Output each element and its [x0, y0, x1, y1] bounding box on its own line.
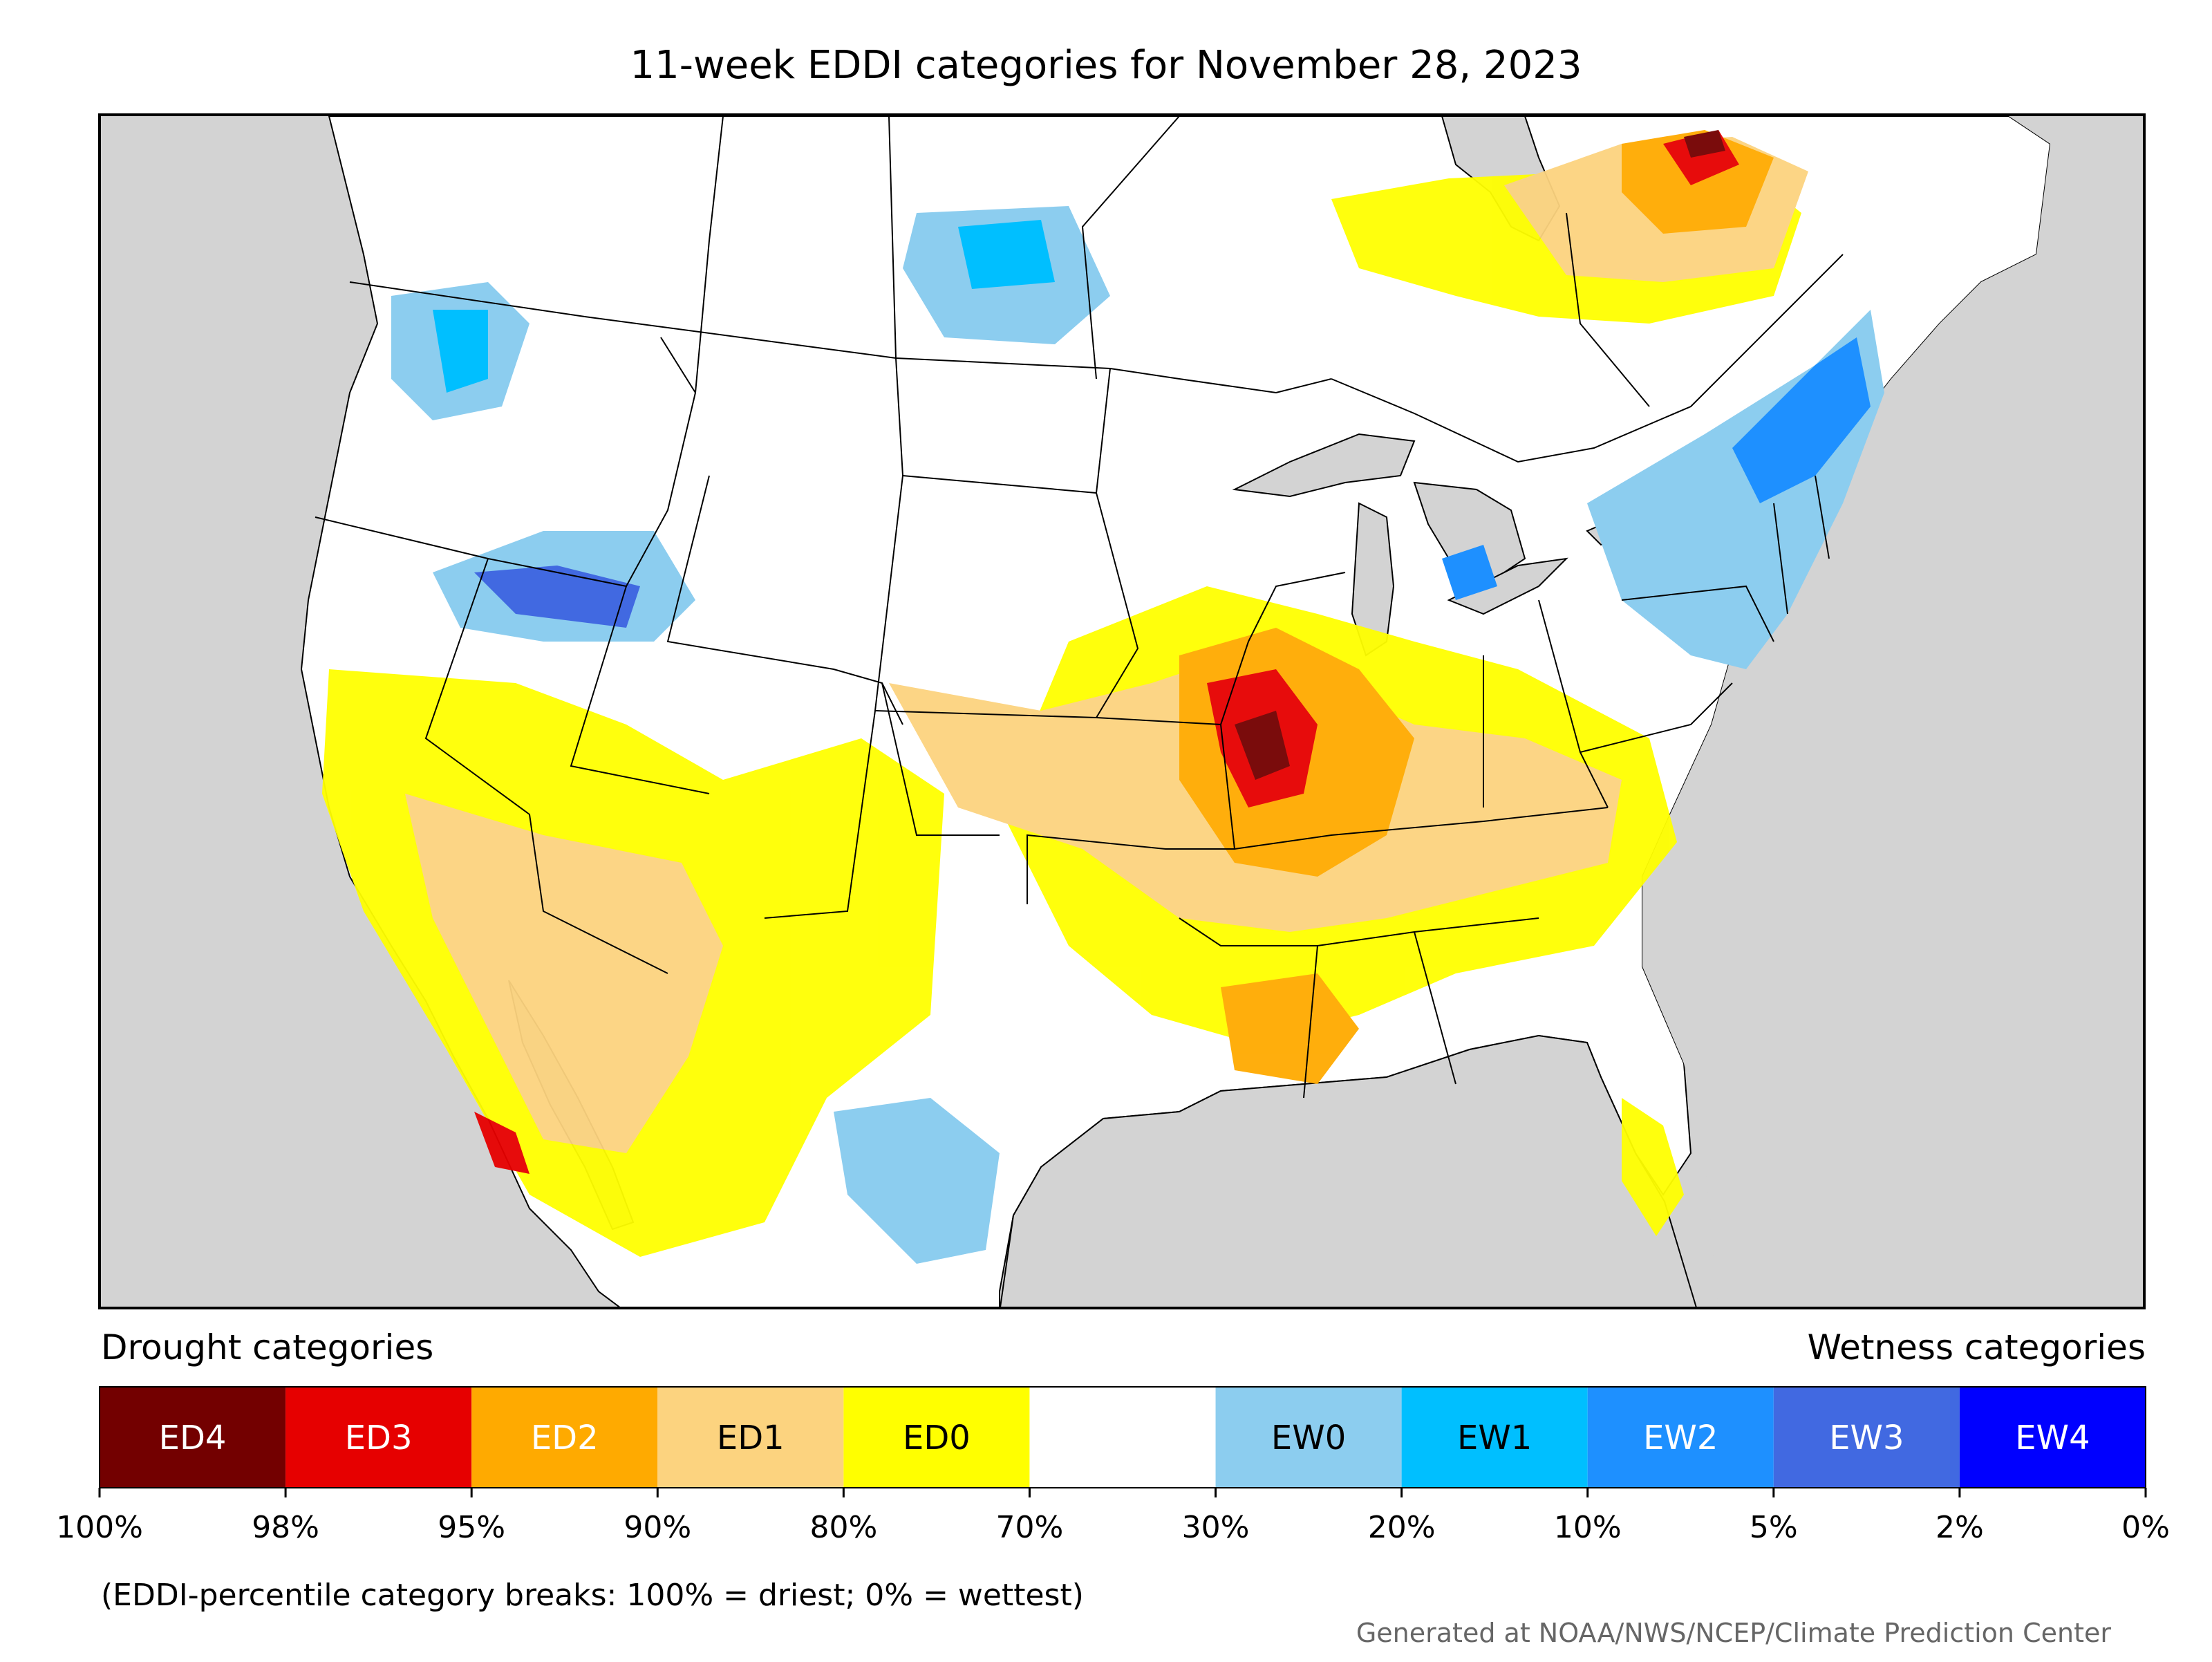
colorbar-swatch	[1401, 1387, 1588, 1488]
colorbar-break-label: 70%	[996, 1510, 1064, 1545]
colorbar-category-label: EW4	[2015, 1419, 2090, 1457]
colorbar-swatch	[471, 1387, 658, 1488]
eddi-map	[101, 116, 2143, 1307]
ed4-area-quebec	[1684, 130, 1725, 158]
colorbar-break-label: 90%	[624, 1510, 691, 1545]
colorbar-category-label: EW0	[1271, 1419, 1346, 1457]
ed0-area-florida	[1622, 1098, 1684, 1236]
credit-line: Generated at NOAA/NWS/NCEP/Climate Predi…	[1356, 1618, 2111, 1648]
wetness-shading	[391, 206, 1884, 1264]
colorbar-break-label: 5%	[1750, 1510, 1798, 1545]
colorbar-category-label: ED2	[531, 1419, 599, 1457]
drought-shading	[322, 130, 1808, 1257]
ew1-area-dakotas	[958, 220, 1055, 289]
colorbar-category-label: ED0	[903, 1419, 971, 1457]
ew1-area-northeast	[1732, 337, 1871, 503]
colorbar-category-label: ED3	[345, 1419, 413, 1457]
colorbar-category-label: ED4	[159, 1419, 227, 1457]
ew0-area-texas	[834, 1098, 1000, 1264]
colorbar-break-label: 0%	[2121, 1510, 2170, 1545]
ew1-area-ohio	[1442, 545, 1497, 600]
colorbar-outline	[99, 1386, 2146, 1488]
colorbar-swatch	[1587, 1387, 1774, 1488]
colorbar-break-label: 80%	[809, 1510, 877, 1545]
colorbar-break-label: 98%	[252, 1510, 319, 1545]
ed1-area-southwest	[405, 794, 723, 1153]
colorbar-swatch	[285, 1387, 472, 1488]
colorbar-break-label: 100%	[56, 1510, 143, 1545]
ed3-area-baja	[474, 1112, 529, 1174]
colorbar-category-label: ED1	[717, 1419, 785, 1457]
colorbar-swatch	[1029, 1387, 1216, 1488]
ed4-area-missouri	[1235, 711, 1290, 780]
colorbar-category-label: EW3	[1829, 1419, 1904, 1457]
wetness-categories-heading: Wetness categories	[1807, 1327, 2146, 1367]
colorbar-category-label: EW2	[1643, 1419, 1718, 1457]
colorbar-break-label: 20%	[1368, 1510, 1436, 1545]
colorbar-swatch	[1215, 1387, 1402, 1488]
atlantic-ocean	[1642, 116, 2143, 1307]
colorbar-swatch	[1773, 1387, 1960, 1488]
political-borders	[315, 116, 1844, 1099]
drought-categories-heading: Drought categories	[101, 1327, 434, 1367]
colorbar-break-label: 2%	[1936, 1510, 1984, 1545]
ew1-area-northwest	[433, 310, 488, 393]
great-lakes	[1232, 433, 1665, 657]
ed2-area-louisiana	[1221, 973, 1359, 1084]
colorbar-break-label: 10%	[1554, 1510, 1622, 1545]
colorbar-category-label: EW1	[1457, 1419, 1532, 1457]
colorbar-break-label: 30%	[1182, 1510, 1250, 1545]
category-breaks-note: (EDDI-percentile category breaks: 100% =…	[101, 1578, 1084, 1613]
colorbar-swatch	[100, 1387, 286, 1488]
colorbar-swatch	[843, 1387, 1030, 1488]
colorbar-swatch	[657, 1387, 844, 1488]
colorbar-swatch	[1959, 1387, 2146, 1488]
map-frame	[98, 113, 2146, 1309]
colorbar-break-label: 95%	[438, 1510, 505, 1545]
map-title: 11-week EDDI categories for November 28,…	[630, 43, 1582, 88]
